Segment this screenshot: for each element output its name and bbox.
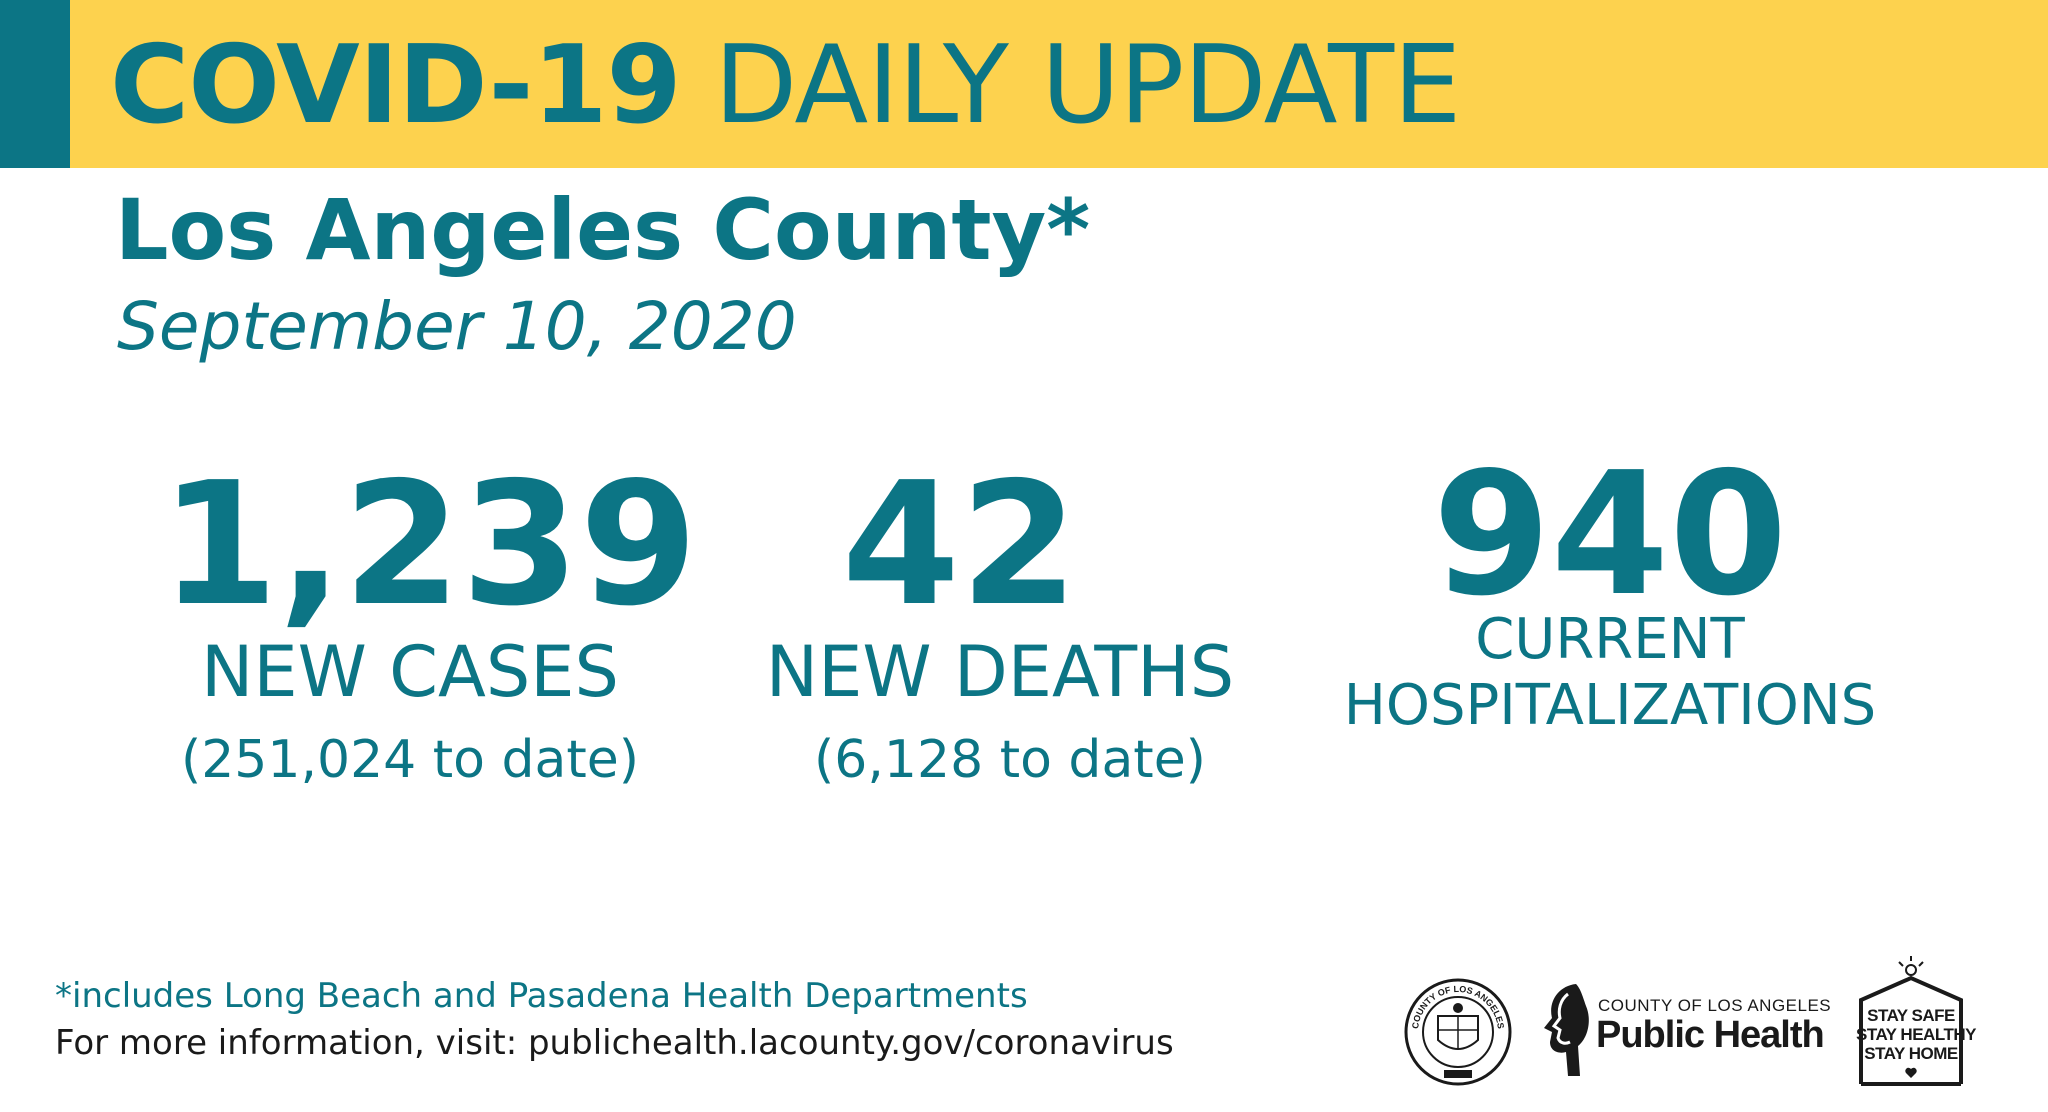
hospitalizations-label-line1: CURRENT [1475,607,1745,672]
total-cases-to-date: (251,024 to date) [180,730,640,790]
new-deaths-number: 42 [841,446,1079,644]
public-health-county-text: COUNTY OF LOS ANGELES [1598,996,1832,1015]
stay-safe-line-1: STAY SAFE [1867,1006,1955,1025]
county-seal-logo: COUNTY OF LOS ANGELES [1404,978,1512,1086]
hospitalizations-number: 940 [1432,436,1788,634]
hospitalizations-label-line2: HOSPITALIZATIONS [1343,673,1877,738]
total-deaths-to-date: (6,128 to date) [814,730,1206,790]
county-heading: Los Angeles County* [115,181,1091,279]
stay-safe-logo: STAY SAFE STAY HEALTHY STAY HOME [1856,956,1976,1086]
stay-safe-line-2: STAY HEALTHY [1856,1025,1976,1044]
house-outline-icon [1859,956,1963,1086]
public-health-logo: COUNTY OF LOS ANGELES Public Health [1532,980,1832,1080]
banner-accent-bar [0,0,70,168]
new-deaths-label: NEW DEATHS [765,631,1235,713]
profile-faces-icon [1544,984,1589,1076]
report-date: September 10, 2020 [117,288,797,365]
page-title-regular: DAILY UPDATE [714,23,1461,148]
page-title: COVID-19 DAILY UPDATE [110,23,1461,148]
stay-safe-line-3: STAY HOME [1864,1044,1958,1063]
title-banner [0,0,2048,168]
public-health-text: Public Health [1596,1014,1825,1056]
new-cases-number: 1,239 [160,446,698,644]
new-cases-label: NEW CASES [201,631,619,713]
page-title-bold: COVID-19 [110,23,682,148]
footnote: *includes Long Beach and Pasadena Health… [55,976,1028,1016]
info-link-text: For more information, visit: publichealt… [55,1023,1174,1063]
